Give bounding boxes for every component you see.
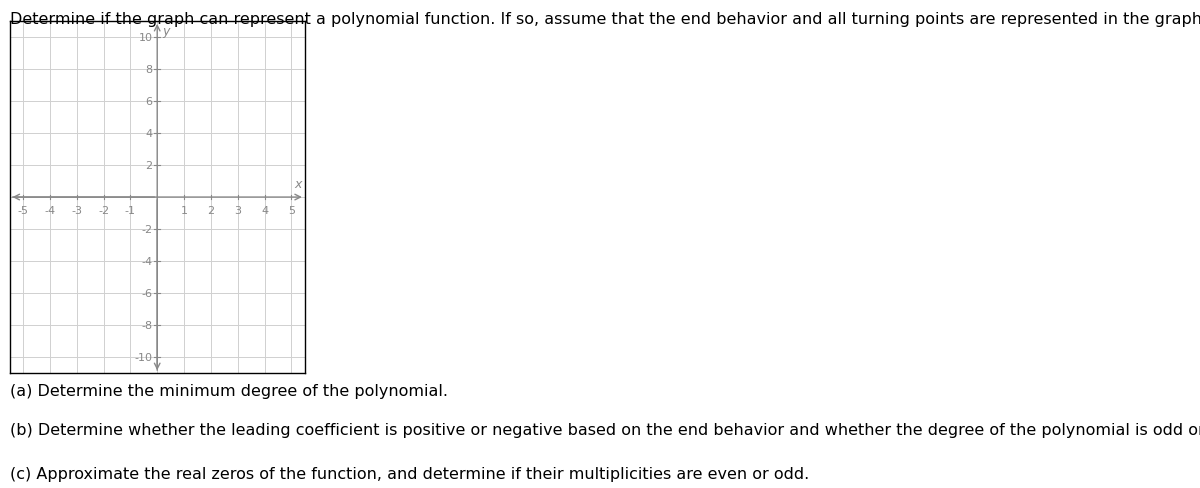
Text: x: x xyxy=(295,178,302,190)
Text: -4: -4 xyxy=(142,257,152,266)
Text: 6: 6 xyxy=(145,97,152,107)
Text: (b) Determine whether the leading coefficient is positive or negative based on t: (b) Determine whether the leading coeffi… xyxy=(10,422,1200,437)
Text: -8: -8 xyxy=(142,321,152,330)
Text: -4: -4 xyxy=(44,205,55,216)
Text: -3: -3 xyxy=(71,205,82,216)
Text: y: y xyxy=(162,25,169,38)
Text: -10: -10 xyxy=(134,352,152,362)
Text: -1: -1 xyxy=(125,205,136,216)
Text: 8: 8 xyxy=(145,65,152,75)
Text: (c) Approximate the real zeros of the function, and determine if their multiplic: (c) Approximate the real zeros of the fu… xyxy=(10,466,809,481)
Text: 3: 3 xyxy=(234,205,241,216)
Text: Determine if the graph can represent a polynomial function. If so, assume that t: Determine if the graph can represent a p… xyxy=(10,12,1200,27)
Text: -5: -5 xyxy=(18,205,29,216)
Text: 4: 4 xyxy=(260,205,268,216)
Text: 5: 5 xyxy=(288,205,295,216)
Text: 2: 2 xyxy=(145,161,152,171)
Text: 10: 10 xyxy=(138,33,152,43)
Text: 1: 1 xyxy=(180,205,187,216)
Text: 2: 2 xyxy=(208,205,215,216)
Text: -6: -6 xyxy=(142,288,152,299)
Text: (a) Determine the minimum degree of the polynomial.: (a) Determine the minimum degree of the … xyxy=(10,383,448,398)
Text: -2: -2 xyxy=(98,205,109,216)
Text: 4: 4 xyxy=(145,129,152,139)
Text: -2: -2 xyxy=(142,224,152,235)
